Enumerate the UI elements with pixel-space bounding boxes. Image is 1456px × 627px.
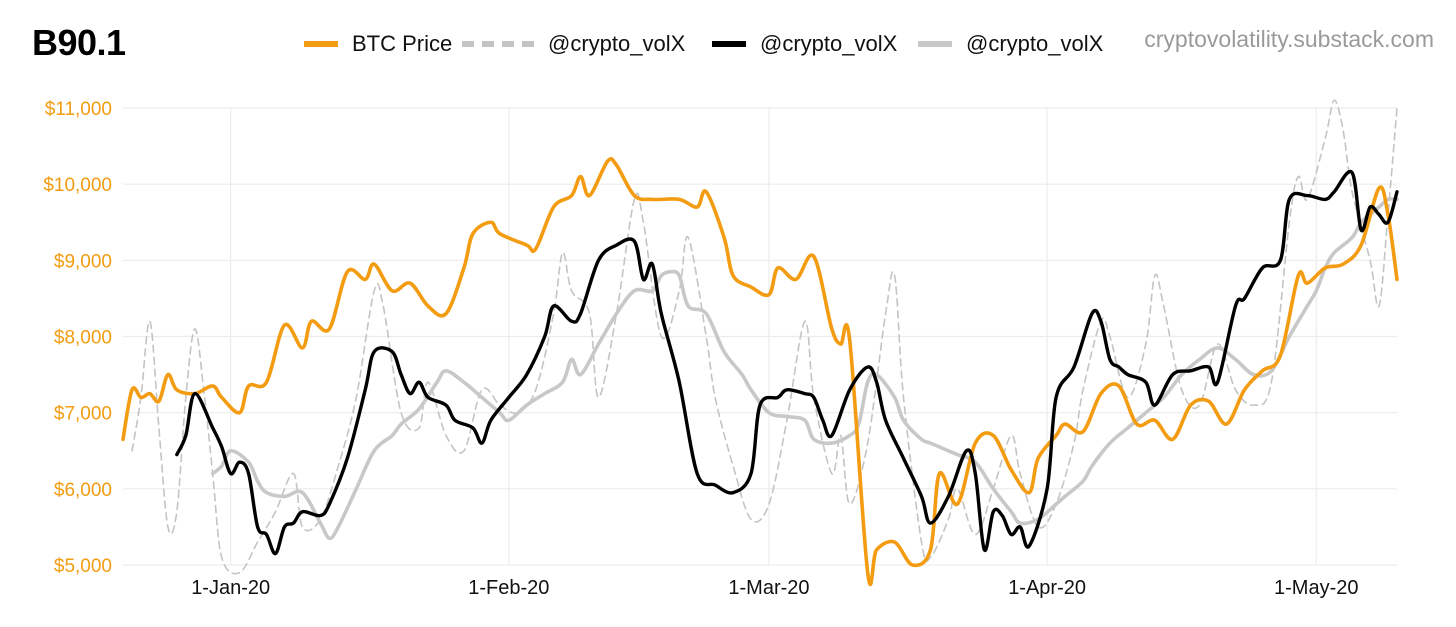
y-tick-label: $8,000 <box>54 328 112 349</box>
series-line-vol-black <box>175 169 1399 556</box>
x-tick-label: 1-Apr-20 <box>1008 577 1086 599</box>
legend-label: BTC Price <box>352 31 453 56</box>
series-layer <box>121 99 1399 586</box>
x-tick-label: 1-Mar-20 <box>728 577 809 599</box>
legend-label: @crypto_volX <box>966 31 1104 56</box>
y-tick-label: $10,000 <box>43 175 112 196</box>
grid <box>123 107 1397 566</box>
legend-swatch-black <box>712 41 746 47</box>
legend-item-btc-price: BTC Price <box>304 30 452 58</box>
legend-item-vol-black: @crypto_volX <box>712 30 897 58</box>
legend-item-vol-gray: @crypto_volX <box>918 30 1103 58</box>
series-line-vol-dashed <box>131 99 1398 575</box>
legend-swatch-orange <box>304 41 338 47</box>
y-tick-label: $7,000 <box>54 404 112 425</box>
tick-layer: $5,000 $6,000 $7,000 $8,000 $9,000 $10,000 $11… <box>43 99 1358 599</box>
x-tick-label: 1-Feb-20 <box>468 577 549 599</box>
x-tick-label: 1-Jan-20 <box>191 577 270 599</box>
chart-title: B90.1 <box>32 22 126 63</box>
y-tick-label: $5,000 <box>54 556 112 577</box>
source-watermark: cryptovolatility.substack.com <box>1144 26 1434 52</box>
y-tick-label: $11,000 <box>45 99 112 120</box>
y-tick-label: $9,000 <box>54 251 112 272</box>
x-tick-label: 1-May-20 <box>1274 577 1358 599</box>
legend-item-vol-dashed: @crypto_volX <box>462 30 685 58</box>
legend-label: @crypto_volX <box>760 31 898 56</box>
legend-swatch-dashed-gray <box>462 41 534 47</box>
y-tick-label: $6,000 <box>54 480 112 501</box>
series-line-btc-price <box>121 156 1399 586</box>
legend-swatch-gray <box>918 41 952 47</box>
series-line-vol-gray <box>210 197 1399 541</box>
legend-label: @crypto_volX <box>548 31 686 56</box>
